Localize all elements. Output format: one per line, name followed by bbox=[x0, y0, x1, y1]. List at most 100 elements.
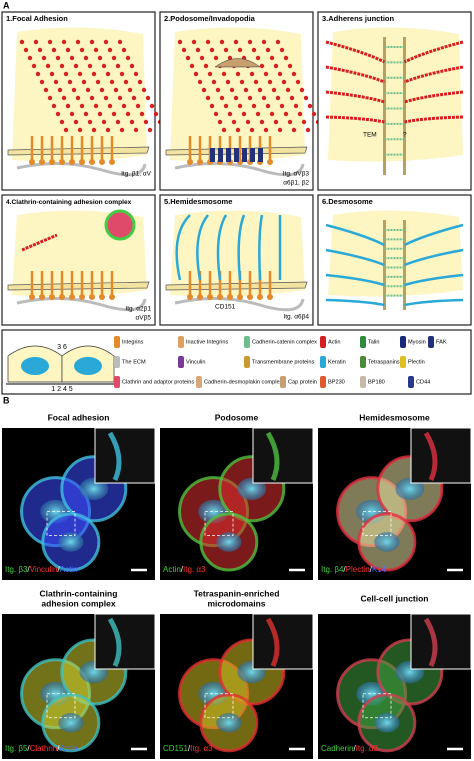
actin bbox=[23, 47, 29, 53]
stain-part: / bbox=[370, 565, 373, 574]
actin bbox=[295, 79, 301, 85]
actin bbox=[245, 119, 251, 125]
nucleus bbox=[58, 532, 84, 552]
actin bbox=[209, 47, 215, 53]
legend-icon bbox=[428, 336, 434, 348]
integrin-head bbox=[49, 294, 55, 300]
stain-part: Actin bbox=[163, 565, 181, 574]
micrograph-title: Hemidesmosome bbox=[359, 412, 430, 422]
integrin-head bbox=[247, 294, 253, 300]
legend-icon bbox=[196, 376, 202, 388]
integrin-head bbox=[267, 294, 273, 300]
integrin-head bbox=[237, 294, 243, 300]
integrin-head bbox=[39, 294, 45, 300]
filament bbox=[325, 298, 385, 307]
actin bbox=[271, 87, 277, 93]
filament bbox=[325, 40, 386, 64]
stain-part: CD151 bbox=[163, 744, 188, 753]
legend-label: Talin bbox=[368, 339, 380, 345]
actin bbox=[237, 47, 243, 53]
actin bbox=[123, 79, 129, 85]
stain-part: Itg. α3 bbox=[183, 565, 206, 574]
actin bbox=[263, 71, 269, 77]
actin bbox=[197, 79, 203, 85]
filament bbox=[403, 223, 464, 247]
legend-icon bbox=[114, 356, 120, 368]
integrin-head bbox=[59, 159, 65, 165]
actin bbox=[145, 95, 151, 101]
legend-nucleus bbox=[21, 357, 49, 375]
schematic-title: 3.Adherens junction bbox=[322, 14, 395, 23]
actin bbox=[83, 55, 89, 61]
legend-label: Tetraspanins bbox=[368, 359, 400, 365]
stain-part: Cadherin bbox=[321, 744, 353, 753]
integrin-head bbox=[39, 159, 45, 165]
actin bbox=[91, 71, 97, 77]
schematic-note: TEM bbox=[363, 132, 377, 139]
stain-part: Itg. β5 bbox=[5, 744, 28, 753]
actin bbox=[233, 39, 239, 45]
actin bbox=[103, 95, 109, 101]
legend-label: Transmembrane proteins bbox=[252, 359, 314, 365]
inset-detail bbox=[423, 431, 438, 482]
actin bbox=[63, 127, 69, 133]
actin bbox=[153, 111, 159, 117]
inset bbox=[252, 613, 314, 670]
stain-part: / bbox=[181, 565, 184, 574]
actin bbox=[239, 79, 245, 85]
stain-part: K14 bbox=[372, 565, 387, 574]
actin bbox=[291, 127, 297, 133]
integrin-head bbox=[197, 294, 203, 300]
actin bbox=[293, 103, 299, 109]
actin bbox=[71, 87, 77, 93]
actin bbox=[219, 39, 225, 45]
actin bbox=[83, 111, 89, 117]
actin bbox=[33, 39, 39, 45]
actin bbox=[95, 79, 101, 85]
keratin bbox=[196, 214, 209, 281]
actin bbox=[65, 103, 71, 109]
legend-icon bbox=[244, 336, 250, 348]
inset bbox=[252, 427, 314, 484]
actin bbox=[211, 79, 217, 85]
legend-label: Keratin bbox=[328, 359, 346, 365]
actin bbox=[21, 233, 58, 252]
actin bbox=[51, 47, 57, 53]
legend-nucleus bbox=[74, 357, 102, 375]
cap-protein bbox=[214, 58, 261, 68]
actin bbox=[303, 95, 309, 101]
schematic-title: 4.Clathrin-containing adhesion complex bbox=[6, 199, 132, 206]
actin bbox=[109, 79, 115, 85]
filament bbox=[404, 90, 464, 104]
actin bbox=[225, 79, 231, 85]
legend-numbers: 1 2 4 5 bbox=[51, 386, 73, 393]
integrin-head bbox=[109, 159, 115, 165]
actin bbox=[253, 79, 259, 85]
actin bbox=[127, 87, 133, 93]
filament bbox=[403, 40, 464, 64]
actin bbox=[311, 111, 317, 117]
actin bbox=[147, 127, 153, 133]
actin bbox=[89, 39, 95, 45]
nucleus bbox=[374, 532, 400, 552]
filament bbox=[325, 273, 385, 287]
actin bbox=[55, 111, 61, 117]
inset-detail bbox=[265, 431, 280, 482]
inset-detail bbox=[265, 617, 280, 668]
actin bbox=[261, 95, 267, 101]
actin bbox=[223, 103, 229, 109]
actin bbox=[267, 79, 273, 85]
integrin-head bbox=[217, 294, 223, 300]
actin bbox=[275, 39, 281, 45]
myosin bbox=[226, 148, 231, 162]
actin bbox=[69, 111, 75, 117]
actin bbox=[259, 119, 265, 125]
actin bbox=[265, 103, 271, 109]
actin bbox=[203, 63, 209, 69]
actin bbox=[257, 87, 263, 93]
actin bbox=[237, 103, 243, 109]
inset bbox=[410, 613, 472, 670]
actin bbox=[125, 111, 131, 117]
stain-part: Clathrin bbox=[30, 744, 58, 753]
